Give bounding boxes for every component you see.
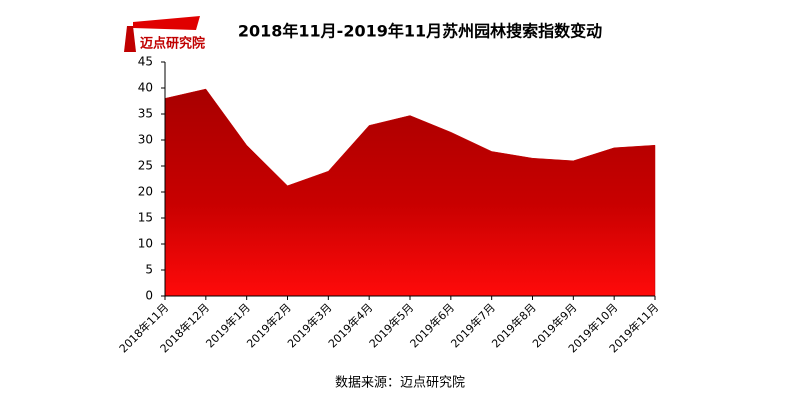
y-tick-label: 20	[138, 185, 153, 199]
y-tick-label: 25	[138, 159, 153, 173]
logo: 迈点研究院	[124, 16, 205, 52]
y-tick-label: 35	[138, 107, 153, 121]
source-note: 数据来源：迈点研究院	[335, 376, 465, 391]
y-tick-label: 40	[138, 81, 153, 95]
y-tick-label: 5	[145, 263, 153, 277]
y-tick-label: 10	[138, 237, 153, 251]
y-tick-label: 0	[145, 289, 153, 303]
area	[164, 88, 656, 297]
logo-text: 迈点研究院	[140, 36, 205, 52]
y-tick-label: 15	[138, 211, 153, 225]
logo-icon	[124, 26, 136, 52]
y-tick-label: 45	[138, 55, 153, 69]
y-tick-label: 30	[138, 133, 153, 147]
logo-beam	[133, 16, 200, 30]
chart-title: 2018年11月-2019年11月苏州园林搜索指数变动	[238, 22, 602, 41]
